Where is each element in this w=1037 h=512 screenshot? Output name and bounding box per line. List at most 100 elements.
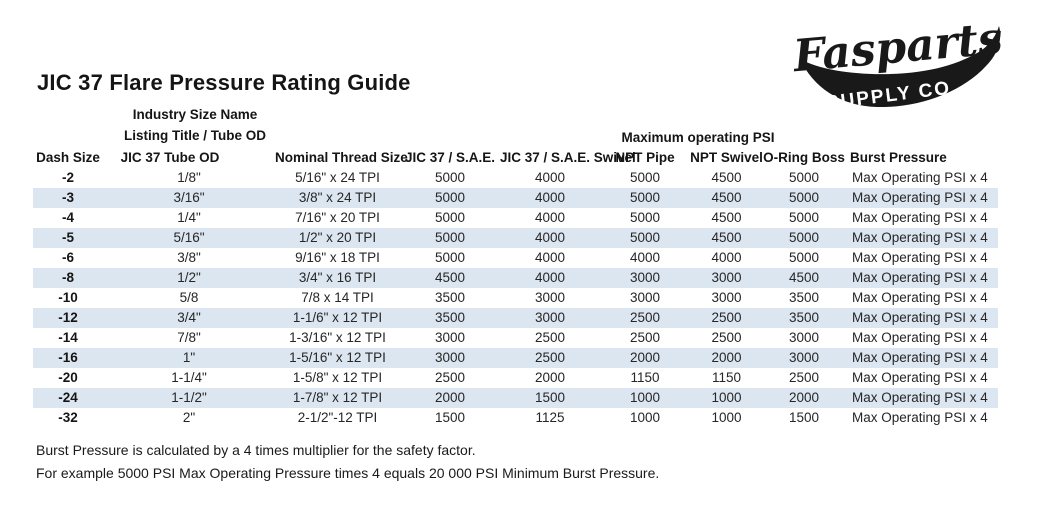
table-row: -12 3/4" 1-1/6" x 12 TPI 3500 3000 2500 2500 35… [33, 308, 998, 328]
table-cell: 1/8" [177, 170, 201, 185]
table-cell: 7/8" [177, 330, 201, 345]
footer-note-line: Burst Pressure is calculated by a 4 time… [36, 442, 476, 458]
column-header-label: JIC 37 / S.A.E. [404, 150, 496, 165]
table-cell: 3500 [788, 310, 820, 325]
table-cell: 3000 [434, 330, 466, 345]
table-cell: 3/4" [177, 310, 201, 325]
table-row: -8 1/2" 3/4" x 16 TPI 4500 4000 3000 3000 4500 M… [33, 268, 998, 288]
table-cell: -14 [58, 330, 78, 345]
table-row: -6 3/8" 9/16" x 18 TPI 5000 4000 4000 4000 5000… [33, 248, 998, 268]
listing-title-tube-od-label: Listing Title / Tube OD [123, 128, 266, 143]
table-cell: 2500 [534, 350, 566, 365]
column-header: JIC 37 / S.A.E. [400, 148, 500, 168]
table-cell: 5000 [434, 210, 466, 225]
table-cell: 5000 [788, 230, 820, 245]
table-cell: 3000 [711, 270, 742, 285]
column-header-label: NPT Pipe [615, 150, 675, 165]
table-cell: 5000 [788, 190, 820, 205]
table-cell: -3 [61, 190, 74, 205]
table-cell: 5000 [788, 170, 820, 185]
table-cell: 1000 [711, 390, 742, 405]
table-cell: 5000 [629, 230, 661, 245]
table-cell: 3500 [434, 310, 466, 325]
maximum-operating-psi-label: Maximum operating PSI [621, 130, 775, 145]
table-cell: 5000 [434, 190, 466, 205]
table-cell: 3/4" x 16 TPI [298, 270, 377, 285]
table-cell: 5000 [629, 190, 661, 205]
table-cell: 4000 [629, 250, 661, 265]
table-cell: 2500 [434, 370, 466, 385]
table-cell: 5/8 [179, 290, 199, 305]
table-cell: 4500 [434, 270, 466, 285]
table-cell: 1-1/2" [171, 390, 207, 405]
table-cell: 2000 [788, 390, 820, 405]
table-cell: 4000 [534, 250, 566, 265]
table-row: -10 5/8 7/8 x 14 TPI 3500 3000 3000 3000 3500 Ma… [33, 288, 998, 308]
footer-note-line: For example 5000 PSI Max Operating Press… [36, 465, 660, 481]
table-cell: 1000 [711, 410, 742, 425]
table-cell: 2500 [534, 330, 566, 345]
table-cell: -2 [61, 170, 74, 185]
table-cell: Max Operating PSI x 4 [852, 210, 988, 225]
table-cell: -12 [58, 310, 78, 325]
rating-table-section: Industry Size Name Listing Title / Tube … [33, 105, 998, 428]
table-cell: 2000 [629, 350, 661, 365]
table-cell: 1-7/8" x 12 TPI [292, 390, 383, 405]
table-cell: Max Operating PSI x 4 [852, 270, 988, 285]
table-cell: 4500 [711, 230, 742, 245]
column-header: NPT Swivel [690, 148, 763, 168]
table-cell: 1-5/8" x 12 TPI [292, 370, 383, 385]
table-cell: 3/8" x 24 TPI [298, 190, 377, 205]
column-header-label: Dash Size [36, 150, 100, 165]
table-cell: 4000 [711, 250, 742, 265]
table-cell: -32 [58, 410, 78, 425]
table-cell: 4500 [711, 170, 742, 185]
column-header-label: JIC 37 Tube OD [120, 150, 220, 165]
table-cell: 1500 [434, 410, 466, 425]
table-cell: 3000 [629, 270, 661, 285]
table-cell: 3000 [711, 290, 742, 305]
table-cell: 4500 [711, 190, 742, 205]
table-row: -4 1/4" 7/16" x 20 TPI 5000 4000 5000 4500 5000… [33, 208, 998, 228]
table-cell: 1-1/6" x 12 TPI [292, 310, 383, 325]
table-cell: 2500 [711, 310, 742, 325]
table-cell: 1150 [630, 370, 660, 385]
table-cell: Max Operating PSI x 4 [852, 230, 988, 245]
table-cell: -8 [61, 270, 74, 285]
table-cell: Max Operating PSI x 4 [852, 370, 988, 385]
table-cell: -6 [61, 250, 74, 265]
column-header: Nominal Thread Size [275, 148, 408, 168]
column-header: JIC 37 Tube OD [103, 148, 275, 168]
pressure-rating-table: Dash Size JIC 37 Tube OD Nominal Thread Si… [33, 148, 998, 428]
table-cell: 2500 [629, 330, 661, 345]
table-row: -2 1/8" 5/16" x 24 TPI 5000 4000 5000 4500 5000… [33, 168, 998, 188]
table-cell: 5/16" [173, 230, 205, 245]
table-cell: 3500 [788, 290, 820, 305]
table-cell: 3/16" [173, 190, 205, 205]
column-header-label: JIC 37 / S.A.E. Swivel [500, 150, 636, 165]
table-row: -14 7/8" 1-3/16" x 12 TPI 3000 2500 2500 2500 3… [33, 328, 998, 348]
table-cell: 5000 [788, 210, 820, 225]
table-cell: 3000 [788, 330, 820, 345]
table-cell: 5000 [629, 170, 661, 185]
table-cell: 5000 [434, 250, 466, 265]
fasparts-logo: Fasparts SUPPLY CO. [789, 13, 1004, 114]
table-cell: 1/2" x 20 TPI [298, 230, 377, 245]
table-cell: 7/8 x 14 TPI [301, 290, 374, 305]
table-cell: 3000 [534, 290, 566, 305]
table-cell: 1000 [629, 410, 661, 425]
table-cell: Max Operating PSI x 4 [852, 190, 988, 205]
table-cell: -24 [58, 390, 78, 405]
table-group-headers: Industry Size Name Listing Title / Tube … [33, 105, 998, 148]
table-row: -32 2" 2-1/2"-12 TPI 1500 1125 1000 1000 1500 Ma… [33, 408, 998, 428]
table-cell: 1-5/16" x 12 TPI [289, 350, 386, 365]
table-cell: Max Operating PSI x 4 [852, 350, 988, 365]
footer-notes: Burst Pressure is calculated by a 4 time… [36, 441, 659, 487]
table-cell: 3000 [434, 350, 466, 365]
table-cell: 2500 [629, 310, 661, 325]
table-cell: 4000 [534, 210, 566, 225]
industry-size-name-label: Industry Size Name [132, 107, 258, 122]
table-header-row: Dash Size JIC 37 Tube OD Nominal Thread Si… [33, 148, 998, 168]
table-cell: Max Operating PSI x 4 [852, 390, 988, 405]
